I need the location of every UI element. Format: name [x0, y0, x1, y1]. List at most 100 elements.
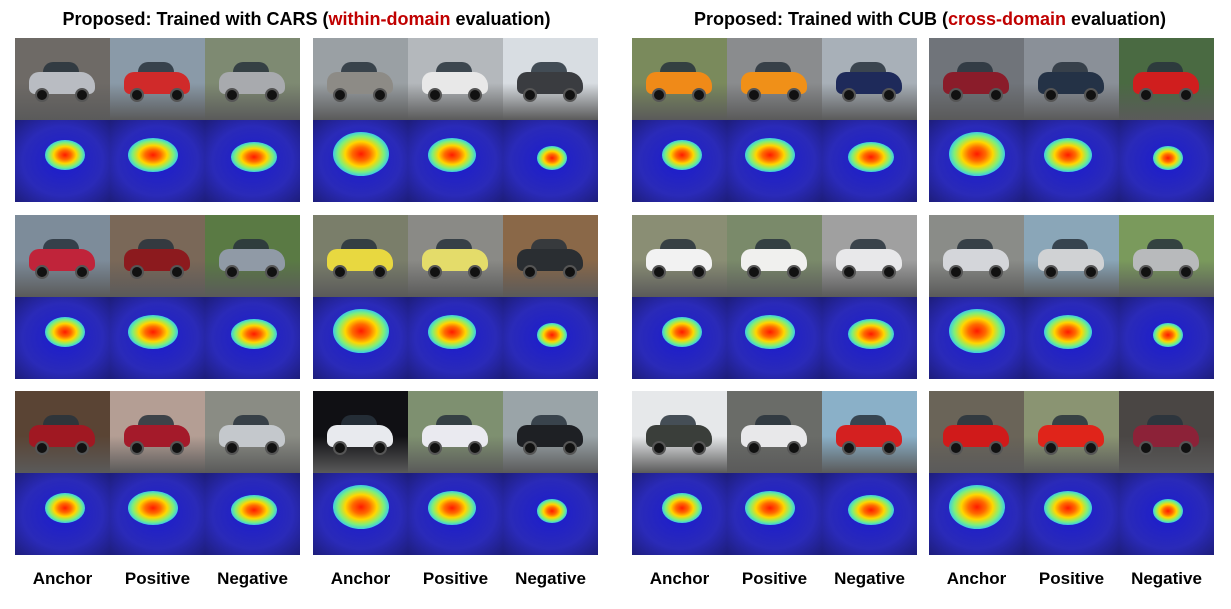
attention-hotspot — [333, 485, 389, 529]
wheel — [333, 265, 347, 279]
wheel — [787, 441, 801, 455]
attention-hotspot — [231, 142, 277, 172]
anchor-image — [15, 215, 110, 297]
negative-attention-heatmap — [503, 297, 598, 379]
attention-hotspot — [662, 317, 702, 347]
wheel — [652, 88, 666, 102]
anchor-attention-heatmap — [313, 297, 408, 379]
panel-title-right: Proposed: Trained with CUB (cross-domain… — [632, 6, 1228, 32]
column-label-positive: Positive — [741, 569, 808, 588]
negative-image — [205, 38, 300, 120]
attention-hotspot — [949, 485, 1005, 529]
attention-hotspot — [662, 140, 702, 170]
panel-title-suffix: evaluation) — [450, 9, 551, 29]
triplet-group — [632, 38, 917, 202]
attention-hotspot — [128, 491, 178, 525]
attention-hotspot — [45, 140, 85, 170]
negative-attention-heatmap — [503, 473, 598, 555]
negative-image — [822, 215, 917, 297]
anchor-attention-heatmap — [929, 120, 1024, 202]
negative-image — [822, 38, 917, 120]
wheel — [1084, 88, 1098, 102]
wheel — [882, 265, 896, 279]
wheel — [75, 441, 89, 455]
positive-image — [110, 38, 205, 120]
wheel — [652, 441, 666, 455]
positive-attention-heatmap — [1024, 473, 1119, 555]
negative-image — [1119, 215, 1214, 297]
attention-hotspot — [537, 323, 567, 347]
positive-attention-heatmap — [1024, 120, 1119, 202]
negative-attention-heatmap — [503, 120, 598, 202]
wheel — [949, 441, 963, 455]
attention-hotspot — [745, 138, 795, 172]
column-label-anchor: Anchor — [649, 569, 710, 588]
positive-attention-heatmap — [110, 297, 205, 379]
anchor-attention-heatmap — [15, 473, 110, 555]
positive-image — [1024, 215, 1119, 297]
wheel — [373, 265, 387, 279]
negative-attention-heatmap — [1119, 297, 1214, 379]
attention-hotspot — [949, 132, 1005, 176]
wheel — [563, 265, 577, 279]
wheel — [75, 88, 89, 102]
wheel — [225, 88, 239, 102]
positive-image — [727, 215, 822, 297]
wheel — [1139, 265, 1153, 279]
triplet-group — [15, 391, 300, 555]
wheel — [333, 441, 347, 455]
wheel — [842, 88, 856, 102]
wheel — [842, 265, 856, 279]
positive-image — [408, 391, 503, 473]
anchor-attention-heatmap — [632, 297, 727, 379]
attention-hotspot — [949, 309, 1005, 353]
positive-image — [110, 391, 205, 473]
wheel — [989, 265, 1003, 279]
wheel — [949, 88, 963, 102]
wheel — [1044, 265, 1058, 279]
anchor-image — [929, 391, 1024, 473]
wheel — [1139, 441, 1153, 455]
wheel — [1179, 88, 1193, 102]
positive-attention-heatmap — [727, 473, 822, 555]
anchor-attention-heatmap — [929, 297, 1024, 379]
anchor-attention-heatmap — [15, 120, 110, 202]
wheel — [170, 88, 184, 102]
triplet-group — [313, 391, 598, 555]
negative-attention-heatmap — [1119, 120, 1214, 202]
attention-hotspot — [745, 491, 795, 525]
negative-attention-heatmap — [205, 297, 300, 379]
attention-hotspot — [537, 499, 567, 523]
wheel — [468, 88, 482, 102]
column-label-anchor: Anchor — [32, 569, 93, 588]
column-label-positive: Positive — [124, 569, 191, 588]
wheel — [428, 88, 442, 102]
negative-attention-heatmap — [822, 473, 917, 555]
negative-attention-heatmap — [205, 120, 300, 202]
wheel — [652, 265, 666, 279]
negative-image — [822, 391, 917, 473]
anchor-attention-heatmap — [15, 297, 110, 379]
anchor-image — [15, 38, 110, 120]
positive-image — [408, 215, 503, 297]
negative-image — [1119, 38, 1214, 120]
column-label-negative: Negative — [217, 569, 288, 588]
anchor-attention-heatmap — [313, 473, 408, 555]
panel-title-prefix: Proposed: Trained with CARS ( — [62, 9, 329, 29]
wheel — [428, 441, 442, 455]
positive-image — [1024, 391, 1119, 473]
panel-title-highlight: within-domain — [328, 9, 451, 29]
wheel — [35, 265, 49, 279]
triplet-group — [313, 215, 598, 379]
wheel — [747, 88, 761, 102]
wheel — [130, 88, 144, 102]
wheel — [523, 265, 537, 279]
attention-hotspot — [848, 495, 894, 525]
panel-title-suffix: evaluation) — [1066, 9, 1167, 29]
column-label-negative: Negative — [1131, 569, 1202, 588]
wheel — [1084, 441, 1098, 455]
anchor-image — [313, 38, 408, 120]
attention-hotspot — [128, 315, 178, 349]
attention-hotspot — [45, 493, 85, 523]
wheel — [1179, 441, 1193, 455]
